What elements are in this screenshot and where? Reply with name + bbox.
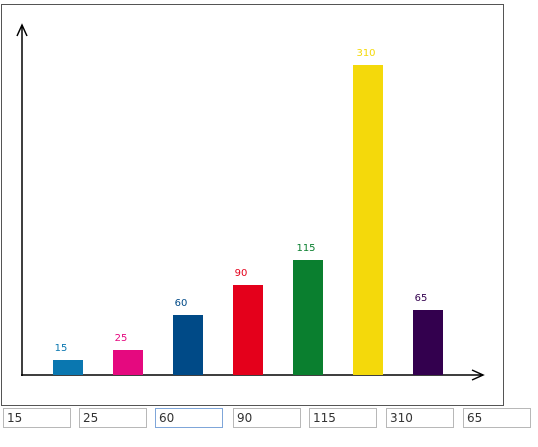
bar xyxy=(173,315,203,375)
x-axis-arrow xyxy=(471,369,485,381)
value-input[interactable] xyxy=(155,408,223,428)
bar-value-label: 15 xyxy=(55,343,68,354)
bar-value-label: 25 xyxy=(115,333,128,344)
bar xyxy=(113,350,143,375)
bar-value-label: 65 xyxy=(415,293,428,304)
bar xyxy=(233,285,263,375)
value-input[interactable] xyxy=(309,408,377,428)
value-input[interactable] xyxy=(463,408,531,428)
bar xyxy=(53,360,83,375)
bar-value-label: 310 xyxy=(356,48,375,59)
value-input[interactable] xyxy=(233,408,301,428)
bar-value-label: 60 xyxy=(175,298,188,309)
bar xyxy=(413,310,443,375)
y-axis-arrow xyxy=(16,23,28,37)
bar xyxy=(293,260,323,375)
value-input[interactable] xyxy=(3,408,71,428)
chart: 15 25 60 90 115 310 65 xyxy=(1,4,504,406)
bar-value-label: 90 xyxy=(235,268,248,279)
value-input[interactable] xyxy=(386,408,454,428)
bar xyxy=(353,65,383,375)
bar-value-label: 115 xyxy=(296,243,315,254)
value-input[interactable] xyxy=(79,408,147,428)
